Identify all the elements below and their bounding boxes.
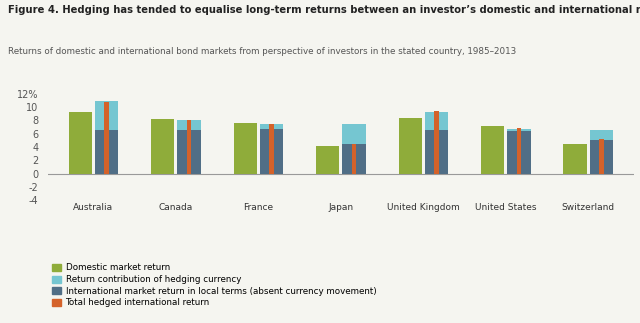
Bar	[399, 118, 422, 174]
Text: Japan: Japan	[328, 203, 353, 212]
Bar	[95, 130, 118, 174]
Bar	[260, 129, 283, 174]
Bar	[590, 130, 613, 174]
Text: France: France	[243, 203, 273, 212]
Bar	[234, 123, 257, 174]
Bar	[508, 129, 531, 131]
Text: Canada: Canada	[159, 203, 193, 212]
Bar	[177, 130, 200, 174]
Text: Switzerland: Switzerland	[562, 203, 615, 212]
Bar	[177, 120, 200, 130]
Bar	[104, 102, 109, 174]
Bar	[187, 120, 191, 174]
Bar	[269, 124, 273, 174]
Bar	[425, 112, 448, 130]
Bar	[481, 126, 504, 174]
Bar	[599, 139, 604, 174]
Bar	[590, 130, 613, 141]
Bar	[342, 124, 365, 174]
Text: United States: United States	[475, 203, 536, 212]
Text: Australia: Australia	[74, 203, 113, 212]
Bar	[342, 124, 365, 144]
Legend: Domestic market return, Return contribution of hedging currency, International m: Domestic market return, Return contribut…	[52, 264, 376, 307]
Bar	[352, 144, 356, 174]
Bar	[316, 146, 339, 174]
Bar	[508, 131, 531, 174]
Bar	[435, 111, 438, 174]
Bar	[68, 112, 92, 174]
Bar	[563, 144, 587, 174]
Bar	[151, 119, 174, 174]
Bar	[95, 101, 118, 130]
Bar	[425, 130, 448, 174]
Text: United Kingdom: United Kingdom	[387, 203, 460, 212]
Bar	[260, 124, 283, 129]
Text: Figure 4. Hedging has tended to equalise long-term returns between an investor’s: Figure 4. Hedging has tended to equalise…	[8, 5, 640, 15]
Bar	[517, 129, 521, 174]
Text: Returns of domestic and international bond markets from perspective of investors: Returns of domestic and international bo…	[8, 47, 516, 56]
